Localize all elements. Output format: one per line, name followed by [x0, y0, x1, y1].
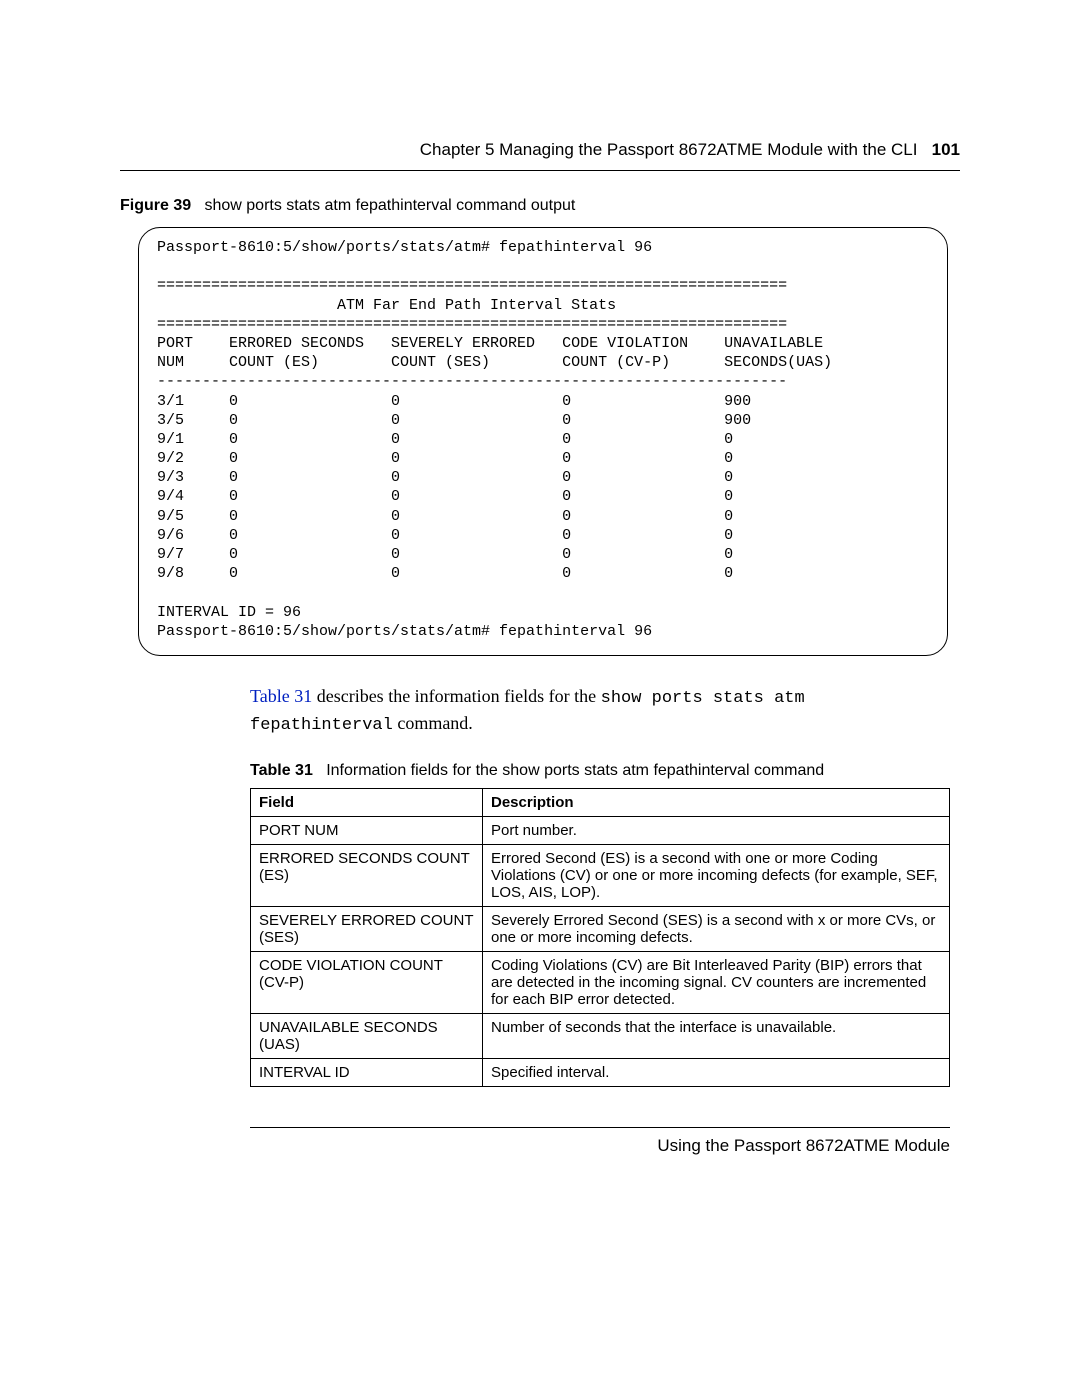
para-text: describes the information fields for the [312, 686, 600, 706]
header-rule [120, 170, 960, 171]
terminal-line: 9/6 0 0 0 0 [157, 527, 733, 544]
table-caption: Table 31 Information fields for the show… [250, 762, 960, 780]
td-description: Port number. [483, 816, 950, 844]
td-description: Coding Violations (CV) are Bit Interleav… [483, 951, 950, 1013]
info-table: Field Description PORT NUM Port number. … [250, 788, 950, 1087]
td-field: INTERVAL ID [251, 1058, 483, 1086]
terminal-line: 9/4 0 0 0 0 [157, 488, 733, 505]
terminal-line: 9/8 0 0 0 0 [157, 565, 733, 582]
terminal-line: ATM Far End Path Interval Stats [157, 297, 616, 314]
terminal-line: ========================================… [157, 277, 787, 294]
table-row: CODE VIOLATION COUNT (CV-P) Coding Viola… [251, 951, 950, 1013]
figure-label: Figure 39 [120, 197, 191, 214]
terminal-line: Passport-8610:5/show/ports/stats/atm# fe… [157, 623, 652, 640]
td-field: ERRORED SECONDS COUNT (ES) [251, 844, 483, 906]
terminal-line: ----------------------------------------… [157, 373, 787, 390]
th-description: Description [483, 788, 950, 816]
td-field: PORT NUM [251, 816, 483, 844]
footer-rule [250, 1127, 950, 1128]
table-row: ERRORED SECONDS COUNT (ES) Errored Secon… [251, 844, 950, 906]
table-row: SEVERELY ERRORED COUNT (SES) Severely Er… [251, 906, 950, 951]
terminal-line: INTERVAL ID = 96 [157, 604, 301, 621]
terminal-line: 3/1 0 0 0 900 [157, 393, 751, 410]
chapter-title: Chapter 5 Managing the Passport 8672ATME… [420, 140, 918, 159]
terminal-line: NUM COUNT (ES) COUNT (SES) COUNT (CV-P) … [157, 354, 832, 371]
table-row: UNAVAILABLE SECONDS (UAS) Number of seco… [251, 1013, 950, 1058]
td-field: UNAVAILABLE SECONDS (UAS) [251, 1013, 483, 1058]
terminal-line: 9/5 0 0 0 0 [157, 508, 733, 525]
terminal-line: PORT ERRORED SECONDS SEVERELY ERRORED CO… [157, 335, 823, 352]
terminal-line: 9/2 0 0 0 0 [157, 450, 733, 467]
terminal-output-box: Passport-8610:5/show/ports/stats/atm# fe… [138, 227, 948, 656]
terminal-line: 9/7 0 0 0 0 [157, 546, 733, 563]
table-title: Information fields for the show ports st… [326, 762, 824, 779]
td-description: Severely Errored Second (SES) is a secon… [483, 906, 950, 951]
figure-title: show ports stats atm fepathinterval comm… [204, 197, 575, 214]
para-text: command. [393, 713, 473, 733]
th-field: Field [251, 788, 483, 816]
table-row: INTERVAL ID Specified interval. [251, 1058, 950, 1086]
page-container: Chapter 5 Managing the Passport 8672ATME… [0, 0, 1080, 1216]
body-paragraph: Table 31 describes the information field… [250, 684, 950, 738]
footer-text: Using the Passport 8672ATME Module [250, 1136, 950, 1156]
table-label: Table 31 [250, 762, 313, 779]
td-description: Errored Second (ES) is a second with one… [483, 844, 950, 906]
page-header: Chapter 5 Managing the Passport 8672ATME… [120, 140, 960, 160]
figure-caption: Figure 39 show ports stats atm fepathint… [120, 197, 960, 215]
td-field: SEVERELY ERRORED COUNT (SES) [251, 906, 483, 951]
table-header-row: Field Description [251, 788, 950, 816]
page-number: 101 [932, 140, 960, 159]
td-field: CODE VIOLATION COUNT (CV-P) [251, 951, 483, 1013]
terminal-line: 3/5 0 0 0 900 [157, 412, 751, 429]
table-row: PORT NUM Port number. [251, 816, 950, 844]
terminal-line: Passport-8610:5/show/ports/stats/atm# fe… [157, 239, 652, 256]
td-description: Number of seconds that the interface is … [483, 1013, 950, 1058]
terminal-output: Passport-8610:5/show/ports/stats/atm# fe… [157, 238, 929, 641]
terminal-line: ========================================… [157, 316, 787, 333]
terminal-line: 9/3 0 0 0 0 [157, 469, 733, 486]
table-ref-link[interactable]: Table 31 [250, 686, 312, 706]
terminal-line: 9/1 0 0 0 0 [157, 431, 733, 448]
td-description: Specified interval. [483, 1058, 950, 1086]
